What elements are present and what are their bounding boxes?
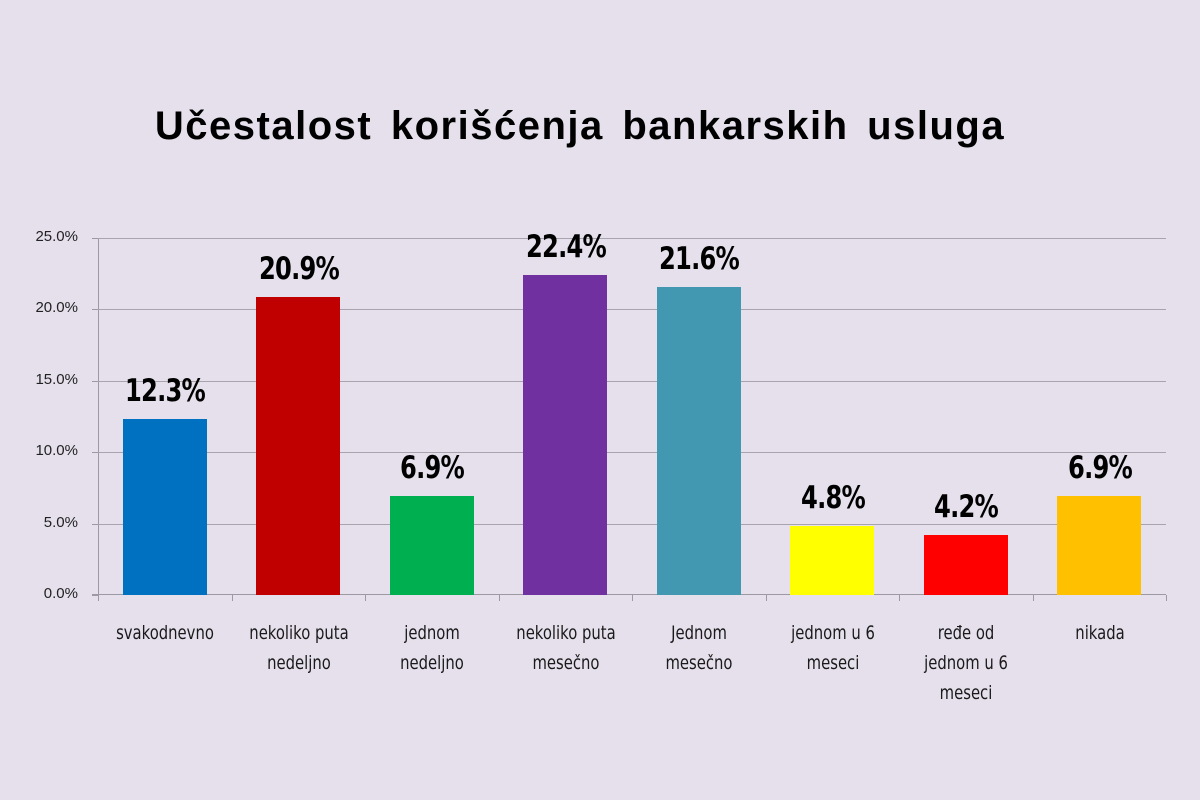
- category-label: ređe od jednom u 6 meseci: [924, 622, 1008, 704]
- gridline: [98, 380, 1166, 382]
- bar: [523, 275, 608, 595]
- x-tick-mark: [1032, 595, 1034, 601]
- x-tick-mark: [632, 595, 633, 601]
- y-tick-label: 20.0%: [35, 299, 78, 317]
- y-tick-mark: [92, 238, 98, 239]
- x-tick-mark: [1166, 595, 1167, 601]
- gridline: [98, 309, 1166, 311]
- bar: [122, 419, 207, 595]
- bar: [656, 286, 741, 595]
- x-tick-mark: [98, 595, 99, 601]
- bar: [790, 526, 875, 595]
- data-label: 22.4%: [525, 229, 607, 266]
- gridline: [98, 523, 1166, 525]
- y-tick-label: 5.0%: [43, 513, 78, 531]
- x-tick-mark: [365, 595, 366, 601]
- bar: [1057, 496, 1142, 595]
- data-label: 12.3%: [125, 373, 206, 410]
- category-label: nikada: [1074, 622, 1125, 644]
- x-axis-line: [92, 594, 1166, 595]
- gridline: [98, 452, 1166, 454]
- y-tick-label: 15.0%: [35, 370, 78, 388]
- data-label: 4.2%: [934, 489, 999, 526]
- x-tick-mark: [231, 595, 233, 601]
- plot-area: [92, 238, 1167, 601]
- category-label: nekoliko puta nedeljno: [248, 622, 349, 674]
- category-label: svakodnevno: [116, 622, 214, 644]
- y-tick-mark: [92, 452, 98, 454]
- category-label: nekoliko puta mesečno: [515, 622, 616, 674]
- y-tick-label: 10.0%: [35, 442, 78, 460]
- y-tick-label: 25.0%: [35, 228, 78, 245]
- x-tick-mark: [498, 595, 500, 601]
- chart-title: Učestalost korišćenja bankarskih usluga: [154, 104, 1006, 148]
- gridline: [98, 238, 1166, 239]
- category-label: jednom u 6 meseci: [790, 622, 875, 674]
- y-tick-mark: [92, 309, 98, 311]
- bar: [389, 496, 474, 595]
- y-tick-mark: [92, 380, 98, 382]
- data-label: 6.9%: [1067, 450, 1133, 487]
- y-tick-mark: [92, 523, 98, 525]
- data-label: 20.9%: [258, 250, 340, 287]
- category-label: jednom nedeljno: [400, 622, 464, 674]
- y-tick-label: 0.0%: [43, 585, 78, 602]
- x-tick-mark: [765, 595, 767, 601]
- x-tick-mark: [899, 595, 900, 601]
- bar: [923, 535, 1008, 595]
- data-label: 21.6%: [659, 240, 740, 277]
- bar: [256, 296, 341, 595]
- data-label: 6.9%: [400, 450, 465, 487]
- data-label: 4.8%: [800, 480, 866, 517]
- category-label: Jednom mesečno: [665, 622, 733, 674]
- y-axis-line: [98, 238, 99, 601]
- y-tick-mark: [92, 595, 98, 596]
